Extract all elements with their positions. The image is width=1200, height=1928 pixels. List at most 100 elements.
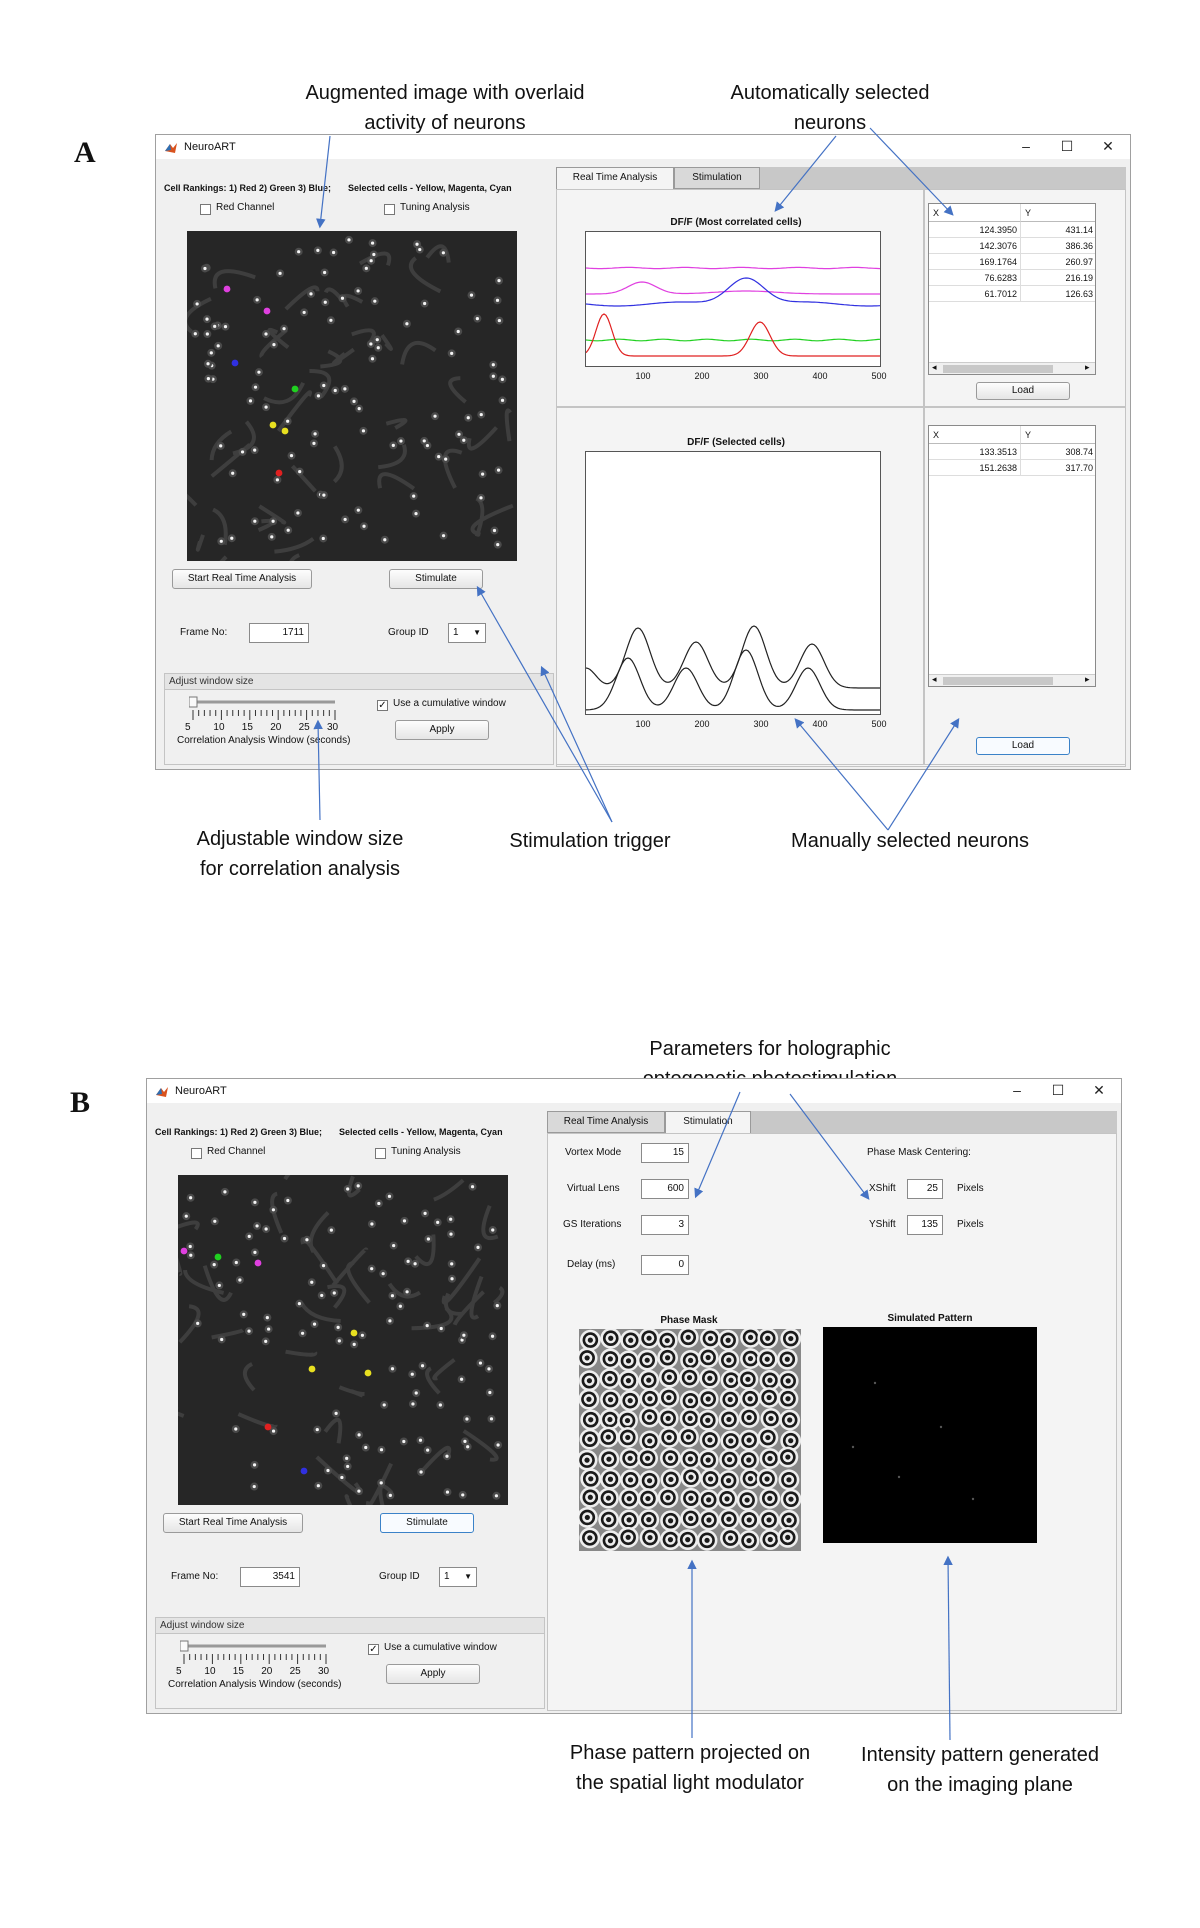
tuning-analysis-checkbox[interactable] [384,204,395,215]
cell-marker [488,1390,492,1395]
phase-ring [744,1497,750,1503]
cell-marker [492,528,497,533]
red-channel-checkbox[interactable] [200,204,211,215]
frame-no-field[interactable]: 3541 [240,1567,300,1587]
cell-x[interactable]: 124.3950 [929,222,1021,238]
xshift-field[interactable]: 25 [907,1179,943,1199]
phase-ring [665,1495,671,1501]
phase-ring [626,1517,632,1523]
scroll-right-icon[interactable]: ▸ [1085,674,1090,684]
window-size-slider[interactable] [180,1640,330,1668]
scrollbar-thumb[interactable] [943,677,1053,685]
maximize-button[interactable]: ☐ [1051,1082,1065,1098]
stimulate-button[interactable]: Stimulate [389,569,483,589]
scroll-left-icon[interactable]: ◂ [932,362,937,372]
window-size-slider[interactable] [189,696,339,724]
window-title: NeuroART [184,141,236,153]
phase-mask-canvas [579,1329,801,1551]
minimize-button[interactable]: – [1013,1082,1021,1098]
cell-marker [247,1329,251,1333]
start-real-time-analysis-button[interactable]: Start Real Time Analysis [163,1513,303,1533]
load-button-auto[interactable]: Load [976,382,1070,400]
group-id-dropdown[interactable]: 1 ▼ [439,1567,477,1587]
tab-real-time-analysis[interactable]: Real Time Analysis [547,1111,665,1133]
cell-marker [252,1484,256,1489]
phase-ring [586,1396,592,1402]
cell-y[interactable]: 431.14 [1021,222,1095,238]
cell-x[interactable]: 142.3076 [929,238,1021,254]
cumulative-window-checkbox[interactable]: ✓ [377,700,388,711]
cell-marker [193,332,197,336]
plot1-x-ticks: 100 200 300 400 500 [585,371,886,383]
neuron-image[interactable] [178,1175,508,1505]
auto-selected-table[interactable]: X Y 124.3950 431.14 142.3076 386.36 169.1764… [928,203,1096,375]
cumulative-window-checkbox[interactable]: ✓ [368,1644,379,1655]
annotation-augmented-image: Augmented image with overlaid activity o… [270,78,620,138]
neurite [284,285,320,311]
cell-x[interactable]: 151.2638 [929,460,1021,476]
neurite [432,1358,456,1381]
cell-marker [500,377,504,381]
manual-selected-table[interactable]: X Y 133.3513 308.74 151.2638 317.70 ◂ ▸ [928,425,1096,687]
close-button[interactable]: ✕ [1102,138,1114,154]
scroll-right-icon[interactable]: ▸ [1085,362,1090,372]
cell-x[interactable]: 61.7012 [929,286,1021,302]
phase-ring [647,1396,653,1402]
load-button-manual[interactable]: Load [976,737,1070,755]
cell-x[interactable]: 76.6283 [929,270,1021,286]
vortex-mode-field[interactable]: 15 [641,1143,689,1163]
cell-marker [391,443,395,447]
plot2-region [556,407,924,765]
focal-spot [971,1497,975,1501]
tab-stimulation[interactable]: Stimulation [674,167,760,189]
plot2-canvas [585,625,880,711]
tab-real-time-analysis[interactable]: Real Time Analysis [556,167,674,189]
cell-marker [264,405,268,409]
tuning-analysis-checkbox[interactable] [375,1148,386,1159]
red-channel-checkbox[interactable] [191,1148,202,1159]
maximize-button[interactable]: ☐ [1060,138,1074,154]
cell-marker [364,1445,368,1450]
cell-marker [418,1438,423,1442]
virtual-lens-field[interactable]: 600 [641,1179,689,1199]
scroll-left-icon[interactable]: ◂ [932,674,937,684]
yshift-field[interactable]: 135 [907,1215,943,1235]
cell-marker [466,416,470,420]
scrollbar-thumb[interactable] [943,365,1053,373]
cell-y[interactable]: 308.74 [1021,444,1095,460]
delay-field[interactable]: 0 [641,1255,689,1275]
cell-y[interactable]: 260.97 [1021,254,1095,270]
apply-button[interactable]: Apply [395,720,489,740]
neurite [400,340,437,365]
plot1-axes[interactable] [585,231,881,367]
cell-marker [267,1327,271,1331]
cell-y[interactable]: 386.36 [1021,238,1095,254]
stimulate-button[interactable]: Stimulate [380,1513,474,1533]
plot2-axes[interactable] [585,451,881,715]
neurite [504,408,512,442]
cell-y[interactable]: 126.63 [1021,286,1095,302]
group-id-dropdown[interactable]: 1 ▼ [448,623,486,643]
apply-button[interactable]: Apply [386,1664,480,1684]
cell-y[interactable]: 216.19 [1021,270,1095,286]
table-scrollbar[interactable]: ◂ ▸ [929,362,1095,374]
close-button[interactable]: ✕ [1093,1082,1105,1098]
cell-x[interactable]: 169.1764 [929,254,1021,270]
tab-stimulation[interactable]: Stimulation [665,1111,751,1133]
start-real-time-analysis-button[interactable]: Start Real Time Analysis [172,569,312,589]
cell-marker [357,1489,361,1493]
cell-marker [312,1322,317,1326]
cell-y[interactable]: 317.70 [1021,460,1095,476]
neurite [346,1260,371,1304]
phase-ring [625,1378,632,1384]
minimize-button[interactable]: – [1022,138,1030,154]
phase-ring [607,1356,613,1362]
neurite [232,420,256,456]
x-tick-label: 200 [694,371,710,381]
frame-no-field[interactable]: 1711 [249,623,309,643]
cell-x[interactable]: 133.3513 [929,444,1021,460]
neuron-image[interactable] [187,231,517,561]
gs-iterations-field[interactable]: 3 [641,1215,689,1235]
cell-marker [212,1263,216,1267]
table-scrollbar[interactable]: ◂ ▸ [929,674,1095,686]
